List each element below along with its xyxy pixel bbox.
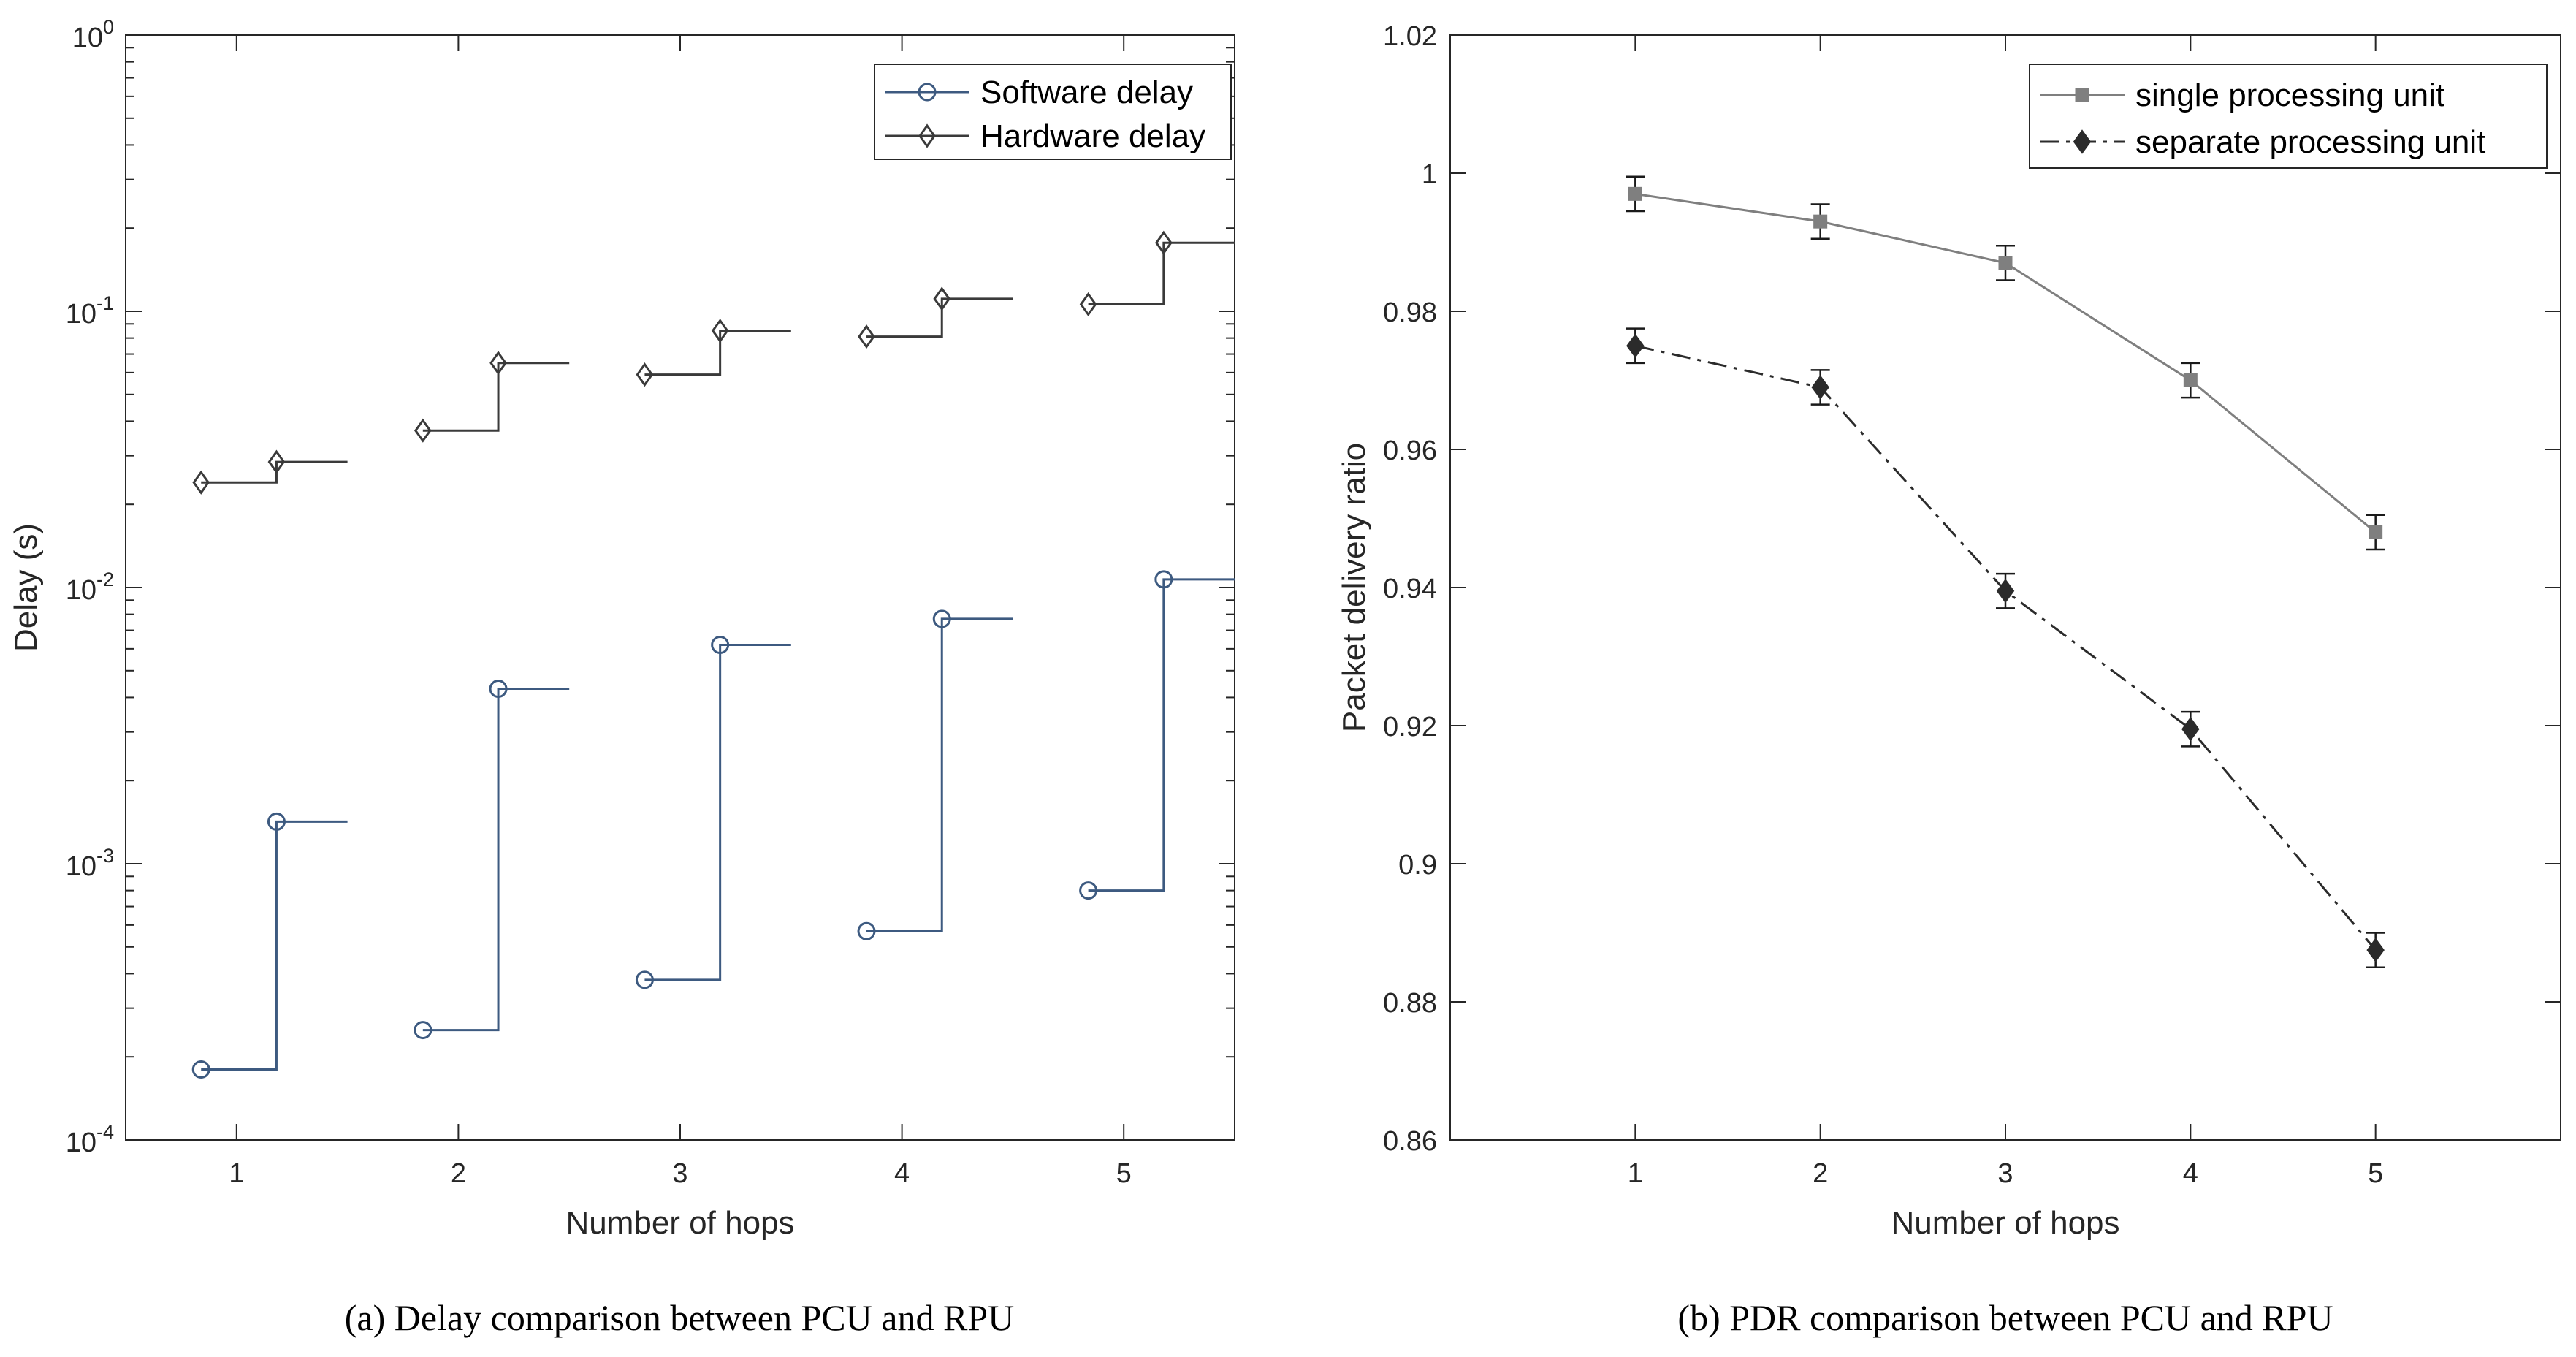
data-point	[1079, 881, 1098, 900]
series-separate-processing-unit	[1626, 327, 2385, 968]
y-tick-base: 10	[66, 299, 96, 330]
y-tick-label-a: 10-2	[66, 569, 114, 606]
legend-label: Hardware delay	[980, 118, 1205, 154]
data-point	[1079, 292, 1097, 317]
step-line	[1088, 578, 1235, 892]
chart-pdr-comparison: 0.86 0.88 0.9 0.92 0.94 0.96 0.98 1 1.02 1 2 3 4 5 Num…	[1336, 21, 2561, 1338]
step-line	[644, 643, 791, 981]
legend-marker	[2073, 129, 2092, 154]
step-line	[866, 617, 1013, 932]
y-tick-label-a: 10-3	[66, 845, 114, 882]
legend-b: single processing unit separate processin…	[2029, 64, 2548, 169]
data-point	[933, 286, 951, 311]
data-point	[191, 1060, 210, 1079]
y-tick-label-a: 10-4	[66, 1121, 114, 1158]
data-point	[1154, 570, 1173, 589]
data-point	[1811, 375, 1829, 400]
x-tick-label-b: 5	[2368, 1158, 2383, 1189]
y-tick-label-b: 0.94	[1383, 574, 1437, 604]
x-tick-label-a: 5	[1116, 1158, 1132, 1189]
series-software-delay	[191, 570, 1235, 1079]
data-point	[1628, 186, 1642, 201]
legend-marker	[2075, 88, 2089, 102]
data-point	[2183, 373, 2198, 387]
data-point	[2366, 938, 2385, 962]
step-line	[644, 330, 791, 376]
data-point	[635, 970, 654, 989]
data-point	[414, 418, 432, 443]
step-line	[422, 362, 570, 432]
y-tick-label-b: 1.02	[1383, 21, 1437, 52]
data-point	[711, 319, 729, 343]
data-point	[192, 470, 210, 495]
y-tick-label-b: 0.96	[1383, 436, 1437, 466]
y-axis-label-a: Delay (s)	[8, 523, 44, 652]
y-tick-base: 10	[66, 575, 96, 606]
y-tick-base: 10	[66, 1128, 96, 1158]
x-tick-label-a: 3	[672, 1158, 687, 1189]
data-point	[489, 680, 508, 699]
y-axis-label-b: Packet delivery ratio	[1336, 443, 1372, 732]
data-point	[267, 812, 286, 831]
y-tick-exponent: -1	[96, 292, 114, 314]
data-point	[1626, 333, 1645, 358]
data-point	[2369, 525, 2383, 539]
plot-area-a	[125, 34, 1235, 1141]
y-tick-exponent: -3	[96, 845, 114, 867]
y-tick-base: 10	[72, 23, 103, 53]
x-axis-label-b: Number of hops	[1891, 1205, 2119, 1241]
y-tick-exponent: 0	[103, 16, 114, 38]
y-tick-label-b: 1	[1422, 159, 1437, 190]
y-tick-exponent: -2	[96, 569, 114, 590]
data-point	[1998, 256, 2013, 270]
x-tick-label-b: 1	[1628, 1158, 1643, 1189]
y-tick-label-a: 10-1	[66, 292, 114, 330]
data-point	[636, 362, 654, 387]
legend-label: single processing unit	[2135, 77, 2444, 113]
x-tick-label-b: 2	[1813, 1158, 1828, 1189]
data-point	[2181, 717, 2200, 742]
series-hardware-delay	[192, 230, 1235, 495]
data-point	[489, 351, 507, 376]
y-tick-label-b: 0.9	[1398, 850, 1437, 881]
x-tick-label-b: 3	[1997, 1158, 2013, 1189]
x-tick-label-b: 4	[2183, 1158, 2198, 1189]
x-tick-label-a: 4	[894, 1158, 910, 1189]
caption-a: (a) Delay comparison between PCU and RPU	[345, 1297, 1014, 1338]
data-point	[1155, 230, 1173, 255]
legend-box-a	[874, 64, 1232, 160]
step-line	[422, 688, 570, 1032]
step-line	[1088, 241, 1235, 305]
y-tick-label-a: 100	[72, 16, 114, 53]
data-point	[414, 1021, 432, 1040]
data-point	[1996, 579, 2015, 604]
data-point	[932, 609, 951, 628]
legend-a: Software delay Hardware delay	[874, 64, 1232, 160]
step-line	[866, 297, 1013, 338]
x-tick-label-a: 2	[451, 1158, 466, 1189]
data-point	[267, 449, 286, 474]
data-point	[858, 324, 875, 349]
data-point	[1813, 214, 1828, 229]
y-tick-label-b: 0.98	[1383, 297, 1437, 328]
legend-marker	[918, 83, 937, 102]
y-tick-label-b: 0.88	[1383, 988, 1437, 1019]
step-line	[201, 820, 348, 1071]
y-tick-label-b: 0.86	[1383, 1126, 1437, 1157]
caption-b: (b) PDR comparison between PCU and RPU	[1677, 1297, 2333, 1338]
x-axis-label-a: Number of hops	[565, 1205, 794, 1241]
data-point	[857, 921, 876, 940]
y-tick-exponent: -4	[96, 1121, 114, 1143]
y-tick-base: 10	[66, 851, 96, 882]
x-tick-label-a: 1	[229, 1158, 244, 1189]
legend-label: Software delay	[980, 75, 1193, 110]
legend-label: separate processing unit	[2135, 124, 2485, 160]
y-tick-label-b: 0.92	[1383, 712, 1437, 742]
data-point	[711, 635, 730, 654]
legend-marker	[918, 123, 936, 148]
series-single-processing-unit	[1626, 175, 2385, 551]
legend-box-b	[2029, 64, 2548, 169]
